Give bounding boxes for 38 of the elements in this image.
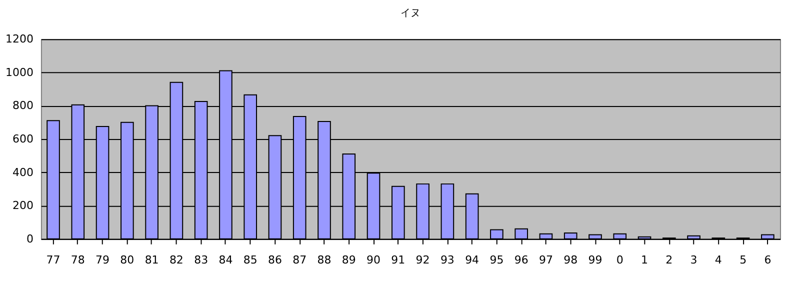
x-tick-label: 78 [70, 253, 85, 266]
x-tick-label: 88 [317, 253, 332, 266]
x-tick-label: 3 [690, 253, 698, 266]
x-tick-label: 91 [391, 253, 406, 266]
x-tick-label: 92 [416, 253, 430, 266]
x-tick-label: 96 [514, 253, 528, 266]
y-tick-label: 1000 [6, 66, 34, 79]
x-tick-label: 97 [538, 253, 553, 266]
x-tick-label: 79 [96, 253, 110, 266]
x-tick-label: 89 [342, 253, 356, 266]
x-tick-label: 83 [194, 253, 208, 266]
x-tick-label: 6 [764, 253, 772, 266]
x-tick-label: 82 [169, 253, 184, 266]
x-tick-label: 94 [465, 253, 480, 266]
y-tick-label: 600 [12, 132, 34, 146]
x-tick-label: 1 [641, 253, 648, 266]
x-tick-label: 2 [666, 253, 673, 266]
y-tick-label: 400 [12, 166, 34, 179]
x-tick-label: 80 [120, 253, 134, 266]
x-tick-label: 81 [144, 253, 159, 266]
y-tick-label: 800 [12, 99, 34, 112]
x-tick-label: 85 [243, 253, 258, 266]
x-tick-label: 4 [714, 253, 722, 266]
x-tick-label: 95 [490, 253, 504, 266]
x-tick-label: 5 [740, 253, 747, 266]
chart-title: イヌ [400, 8, 420, 20]
x-tick-label: 84 [218, 253, 233, 266]
x-tick-label: 77 [46, 253, 60, 266]
x-tick-label: 90 [366, 253, 381, 266]
x-tick-label: 86 [268, 253, 282, 266]
x-tick-label: 98 [564, 253, 578, 266]
x-tick-label: 93 [440, 253, 454, 266]
x-tick-label: 99 [588, 253, 602, 266]
x-tick-label: 87 [292, 253, 307, 266]
y-tick-label: 0 [26, 232, 34, 246]
y-tick-label: 1200 [6, 32, 34, 46]
x-tick-label: 0 [616, 253, 624, 266]
y-tick-label: 200 [12, 199, 34, 212]
